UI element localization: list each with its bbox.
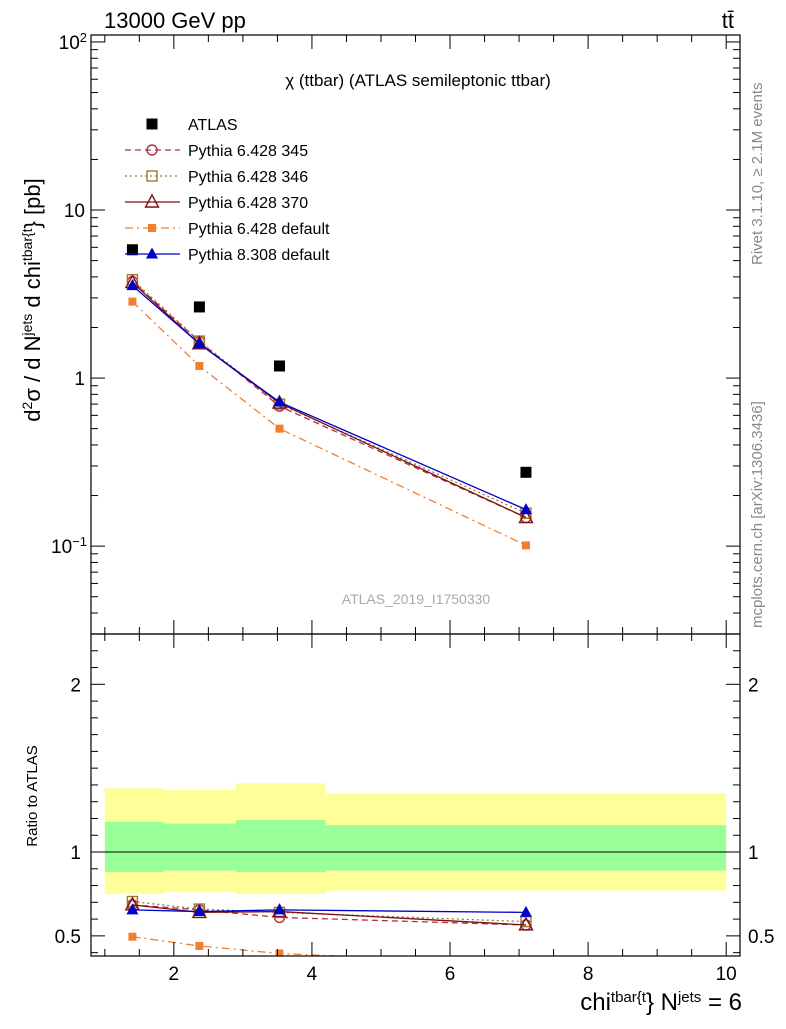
x-tick-label: 4 (307, 964, 318, 985)
main-y-axis-label: d2σ / d Njets d chitbar{t} [pb] (19, 178, 45, 421)
ratio-point-p6def-3 (522, 960, 530, 968)
main-y-tick-label: 10−1 (51, 534, 87, 559)
ylabel-part-jets: jets (19, 314, 35, 337)
main-point-p8def-2 (273, 395, 286, 407)
main-point-p8def-3 (519, 503, 532, 515)
legend-label-p345: Pythia 6.428 345 (188, 143, 308, 160)
main-y-tick-label: 1 (74, 369, 85, 390)
xlabel-part-n: } N (646, 989, 678, 1016)
ratio-point-p8def-0 (126, 903, 139, 915)
legend-marker-p8def (146, 247, 158, 259)
ratio-line-p345 (132, 904, 526, 926)
ratio-band-inner-1 (163, 823, 236, 871)
main-point-p6def-0 (128, 297, 137, 306)
ratio-line-p8def (132, 909, 526, 914)
main-point-p370-3 (518, 509, 534, 524)
main-point-p6def-1 (195, 361, 204, 370)
main-y-tick-label: 10 (64, 201, 85, 222)
ratio-plot-marks (91, 783, 740, 968)
legend-marker-p345 (146, 144, 158, 156)
main-point-atlas-1 (193, 301, 205, 313)
legend-marker-p6def (148, 224, 156, 232)
ratio-line-p370 (132, 904, 527, 926)
main-line-p345 (131, 281, 527, 519)
ylabel-part-tbar: tbar{t (19, 228, 35, 261)
ratio-band-inner-2 (235, 820, 326, 873)
ratio-point-p8def-2 (273, 903, 286, 915)
main-point-atlas-0 (126, 244, 138, 256)
ratio-band-inner-0 (104, 821, 164, 873)
x-axis-label: chitbar{t} Njets = 6 (580, 989, 742, 1017)
legend-label-atlas: ATLAS (188, 117, 238, 134)
x-tick-label: 8 (583, 964, 594, 985)
main-point-p6def-2 (275, 424, 284, 433)
ylabel-part-d: d (20, 409, 45, 421)
analysis-label: ATLAS_2019_I1750330 (342, 591, 491, 607)
ratio-line-p6def (132, 936, 352, 956)
header-energy-label: 13000 GeV pp (104, 8, 246, 33)
legend-marker-p370 (144, 193, 160, 208)
main-line-p346 (131, 279, 527, 514)
ratio-y-tick-label: 1 (70, 843, 81, 864)
ratio-band-inner-3 (325, 825, 727, 871)
main-line-p6def (131, 301, 527, 546)
main-point-atlas-3 (520, 466, 532, 478)
x-tick-label: 6 (445, 964, 456, 985)
legend-label-p346: Pythia 6.428 346 (188, 169, 308, 186)
ratio-y-tick-label-right: 2 (748, 675, 759, 696)
legend-label-p8def: Pythia 8.308 default (188, 247, 330, 264)
header-process-label: tt̄ (722, 8, 734, 33)
main-point-p6def-3 (521, 541, 530, 550)
ylabel-part-sup2: 2 (19, 401, 35, 409)
main-point-p8def-0 (126, 279, 139, 291)
rivet-version-label: Rivet 3.1.10, ≥ 2.1M events (749, 83, 766, 266)
mcplots-reference-label: mcplots.cern.ch [arXiv:1306.3436] (749, 401, 766, 628)
legend-marker-atlas (146, 118, 158, 130)
ratio-panel: 0.5 0.5 1 1 2 2 2 4 6 8 10 Ratio to ATLAS chitbar{… (24, 633, 774, 1017)
legend-marker-p346 (146, 170, 158, 182)
ratio-curves (124, 895, 534, 968)
ratio-point-p8def-1 (193, 905, 206, 917)
ratio-point-p370-3 (518, 916, 534, 931)
main-panel: χ (ttbar) (ATLAS semileptonic ttbar) ATL… (19, 29, 741, 635)
xlabel-part-tbar: tbar{t (611, 989, 647, 1006)
ratio-y-tick-label: 0.5 (55, 927, 81, 948)
main-plot-marks (124, 244, 534, 550)
ratio-point-p6def-2 (275, 949, 284, 956)
main-point-p8def-1 (193, 337, 206, 349)
main-line-p370 (131, 282, 527, 519)
main-point-atlas-2 (273, 360, 285, 372)
legend-label-p6def: Pythia 6.428 default (188, 221, 330, 238)
x-tick-label: 10 (716, 964, 737, 985)
ratio-point-p6def-1 (195, 941, 204, 950)
main-plot-title: χ (ttbar) (ATLAS semileptonic ttbar) (285, 71, 551, 90)
xlabel-part-jets: jets (677, 989, 701, 1006)
ylabel-part-unit: } [pb] (20, 178, 45, 228)
ratio-point-p6def-0 (128, 932, 137, 941)
main-point-p370-1 (191, 335, 208, 350)
legend: ATLAS Pythia 6.428 345 Pythia 6.428 346 Pyt… (125, 117, 330, 264)
ratio-y-tick-label: 2 (70, 675, 81, 696)
legend-label-p370: Pythia 6.428 370 (188, 195, 308, 212)
ylabel-part-sigma: σ / d N (20, 336, 45, 402)
xlabel-part-chi: chi (580, 989, 611, 1016)
xlabel-part-eq: = 6 (701, 989, 742, 1016)
main-line-p8def (131, 285, 527, 511)
ylabel-part-chi: d chi (20, 261, 45, 314)
ratio-y-axis-label: Ratio to ATLAS (24, 745, 41, 846)
ratio-line-p346 (132, 900, 526, 923)
ratio-point-p8def-3 (519, 905, 532, 917)
ratio-y-tick-label-right: 1 (748, 843, 759, 864)
main-y-tick-label: 102 (59, 29, 87, 54)
x-tick-label: 2 (169, 964, 180, 985)
ratio-axes: 0.5 0.5 1 1 2 2 2 4 6 8 10 (55, 633, 774, 985)
ratio-y-tick-label-right: 0.5 (748, 927, 774, 948)
